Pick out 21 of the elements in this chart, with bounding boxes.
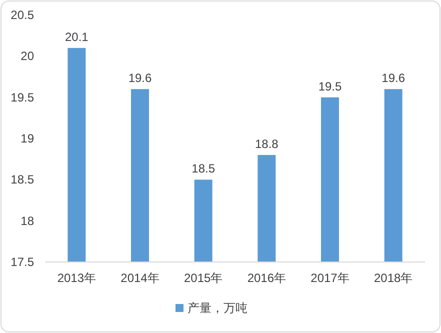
data-label: 20.1 [64,30,89,44]
x-tick-label: 2013年 [57,271,96,285]
data-label: 19.5 [318,79,342,94]
data-label: 18.5 [192,162,216,176]
data-label: 19.6 [382,71,406,86]
y-tick-label: 20 [20,49,34,64]
data-label: 19.6 [128,71,152,86]
x-tick-label: 2015年 [184,271,223,285]
y-tick-label: 18.5 [10,172,34,187]
data-label: 18.8 [254,136,279,151]
y-tick-label: 17.5 [10,255,34,269]
y-tick-label: 18 [20,214,34,228]
legend-label: 产量，万吨 [188,301,248,315]
y-tick-label: 19.5 [10,90,34,104]
x-tick-label: 2018年 [374,271,413,285]
x-tick-label: 2016年 [247,271,286,285]
x-tick-label: 2017年 [310,271,350,285]
legend: 产量，万吨 [176,301,248,315]
y-tick-label: 20.5 [10,8,34,22]
y-tick-label: 19 [20,132,34,146]
x-tick-label: 2014年 [120,271,160,285]
